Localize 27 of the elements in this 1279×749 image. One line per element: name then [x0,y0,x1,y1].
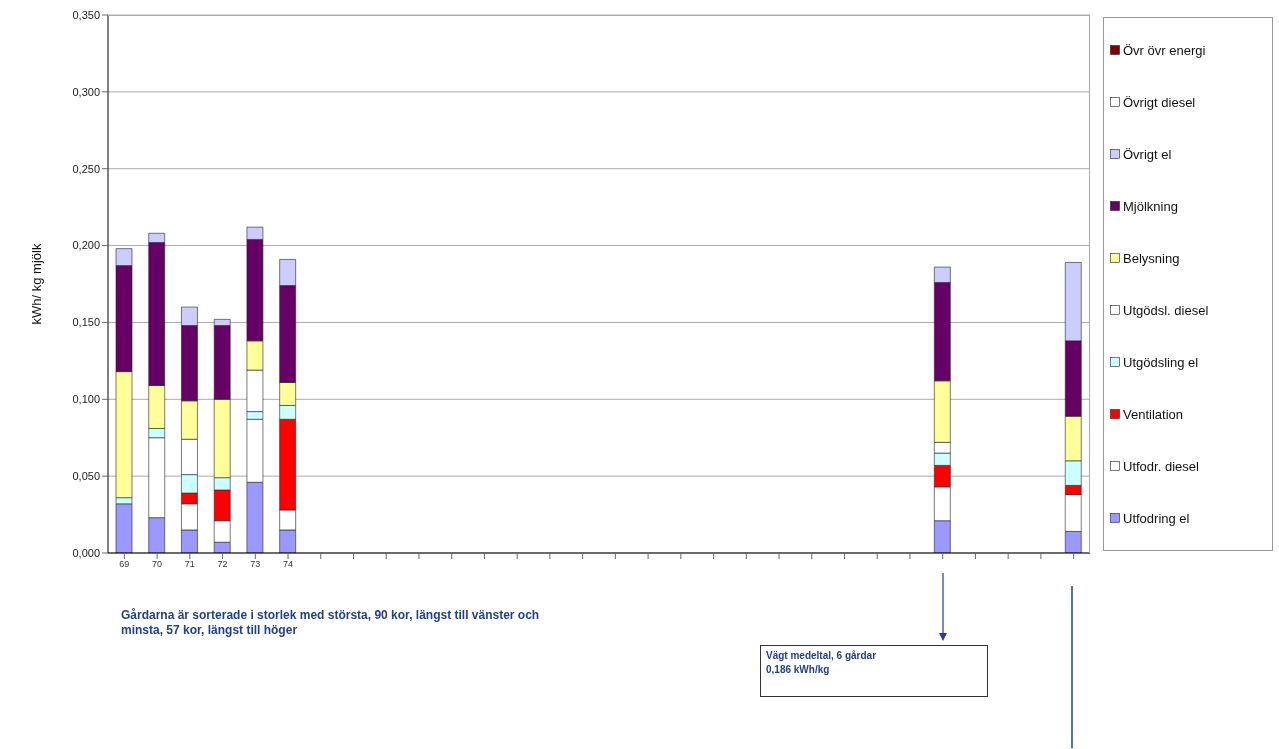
y-tick-label: 0,100 [72,393,100,406]
text: Vägt medeltal, 6 gårdar 0,186 kWh/kg [760,645,988,697]
legend-label: Utgödsling el [1123,354,1199,370]
y-tick-label: 0,050 [72,470,100,483]
x-tick-label: 70 [152,559,163,570]
legend-label: Övrigt diesel [1123,94,1196,110]
y-tick-label: 0,000 [72,546,100,559]
y-tick-label: 0,200 [72,239,100,252]
text: Gårdarna är sorterade i storlek med största, 90 kor, längst till vänster och minsta, 57 kor, längst till höger [121,608,541,638]
legend-label: Övrigt el [1123,146,1172,162]
legend-label: Utfodr. diesel [1123,458,1199,474]
legend-label: Utfodring el [1123,510,1190,526]
legend-label: Utgödsl. diesel [1123,302,1209,318]
x-tick-label: 73 [250,559,261,570]
x-tick-label: 72 [217,559,228,570]
y-tick-label: 0,250 [72,162,100,175]
x-tick-label: 71 [184,559,195,570]
legend-label: Övr övr energi [1123,42,1206,58]
x-tick-label: 74 [283,559,294,570]
y-tick-label: 0,350 [72,8,100,21]
legend-label: Ventilation [1123,406,1183,422]
y-tick-label: 0,150 [72,316,100,329]
legend-label: Belysning [1123,250,1180,266]
y-tick-label: 0,300 [72,85,100,98]
x-tick-label: 69 [119,559,130,570]
legend-label: Mjölkning [1123,198,1178,214]
y-axis-title: kWh/ kg mjölk [28,243,44,325]
